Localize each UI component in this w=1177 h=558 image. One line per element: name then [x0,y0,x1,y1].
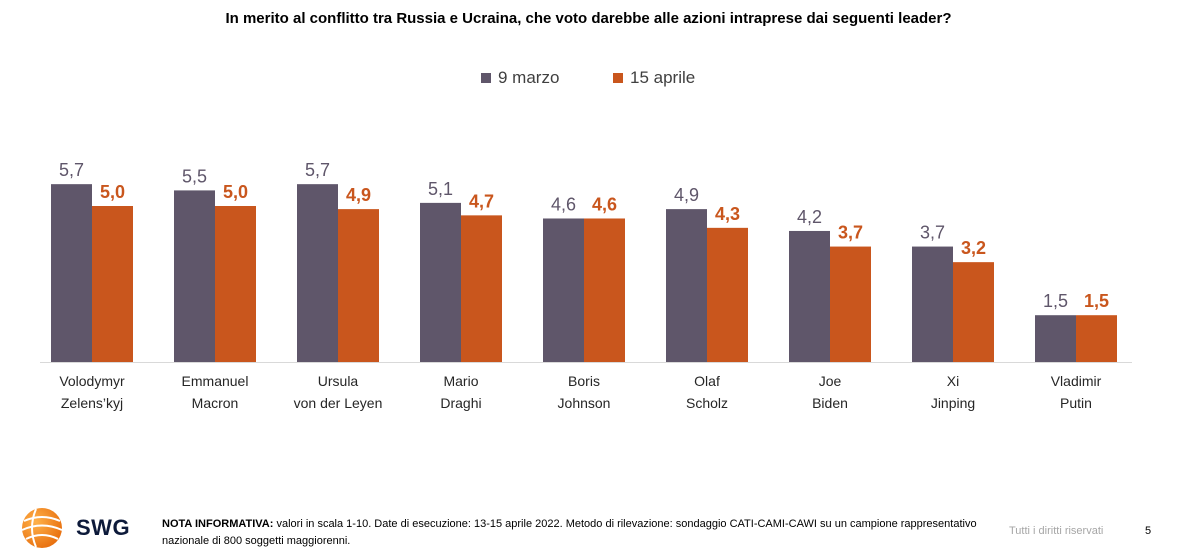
chart-title: In merito al conflitto tra Russia e Ucra… [225,10,952,27]
data-label-9-marzo-2: 5,7 [305,160,330,180]
bar-9-marzo-2 [297,184,338,362]
bar-9-marzo-5 [666,209,707,362]
category-label-4-line-0: Boris [568,373,600,389]
bar-9-marzo-8 [1035,315,1076,362]
data-label-15-aprile-6: 3,7 [838,223,863,243]
data-label-9-marzo-0: 5,7 [59,160,84,180]
data-label-15-aprile-3: 4,7 [469,191,494,211]
data-label-9-marzo-7: 3,7 [920,223,945,243]
category-label-8-line-0: Vladimir [1051,373,1102,389]
page-number: 5 [1145,525,1152,537]
data-label-15-aprile-8: 1,5 [1084,291,1109,311]
data-label-15-aprile-1: 5,0 [223,182,248,202]
data-label-9-marzo-3: 5,1 [428,179,453,199]
data-label-15-aprile-4: 4,6 [592,194,617,214]
category-label-2-line-1: von der Leyen [294,395,383,411]
category-label-6-line-0: Joe [819,373,842,389]
bar-15-aprile-0 [92,206,133,362]
footer-note-label: NOTA INFORMATIVA: [162,518,274,530]
legend-label-9-marzo: 9 marzo [498,68,560,87]
legend-item-15-aprile: 15 aprile [613,68,695,88]
legend-swatch-9-marzo [481,73,491,83]
category-label-0-line-0: Volodymyr [59,373,125,389]
data-label-9-marzo-1: 5,5 [182,166,207,186]
data-label-15-aprile-7: 3,2 [961,238,986,258]
bar-chart: 5,7 5,0 Volodymyr Zelens’kyj 5,5 5,0 Emmanuel M… [40,160,1132,411]
category-label-8-line-1: Putin [1060,395,1092,411]
data-label-9-marzo-4: 4,6 [551,194,576,214]
data-label-9-marzo-6: 4,2 [797,207,822,227]
bar-9-marzo-6 [789,230,830,362]
data-label-15-aprile-0: 5,0 [100,182,125,202]
bar-15-aprile-3 [461,215,502,362]
bar-15-aprile-7 [953,262,994,362]
category-label-6-line-1: Biden [812,395,848,411]
category-label-7-line-1: Jinping [931,395,975,411]
category-label-3-line-0: Mario [443,373,478,389]
category-label-4-line-1: Johnson [558,395,611,411]
category-label-5-line-1: Scholz [686,395,728,411]
bar-15-aprile-2 [338,209,379,362]
bar-9-marzo-3 [420,202,461,362]
footer-note: NOTA INFORMATIVA: valori in scala 1-10. … [162,516,992,550]
footer-note-text: valori in scala 1-10. Date di esecuzione… [162,518,977,547]
bar-15-aprile-6 [830,246,871,362]
category-label-1-line-0: Emmanuel [182,373,249,389]
swg-globe-icon [21,508,63,548]
category-label-5-line-0: Olaf [694,373,720,389]
chart-legend: 9 marzo 15 aprile [0,68,1177,92]
legend-swatch-15-aprile [613,73,623,83]
data-label-15-aprile-2: 4,9 [346,185,371,205]
rights-text: Tutti i diritti riservati [1009,525,1104,537]
category-label-3-line-1: Draghi [440,395,481,411]
bar-15-aprile-1 [215,206,256,362]
bar-9-marzo-1 [174,190,215,362]
legend-item-9-marzo: 9 marzo [481,68,559,88]
category-label-2-line-0: Ursula [318,373,359,389]
data-label-9-marzo-5: 4,9 [674,185,699,205]
bar-9-marzo-4 [543,218,584,362]
category-label-0-line-1: Zelens’kyj [61,395,123,411]
bar-9-marzo-7 [912,246,953,362]
category-label-7-line-0: Xi [947,373,959,389]
bar-9-marzo-0 [51,184,92,362]
data-label-15-aprile-5: 4,3 [715,204,740,224]
data-label-9-marzo-8: 1,5 [1043,291,1068,311]
swg-logo: SWG [18,505,138,551]
swg-logo-text: SWG [76,515,131,540]
bar-15-aprile-4 [584,218,625,362]
bar-15-aprile-5 [707,227,748,362]
category-label-1-line-1: Macron [192,395,239,411]
legend-label-15-aprile: 15 aprile [630,68,696,87]
bar-15-aprile-8 [1076,315,1117,362]
